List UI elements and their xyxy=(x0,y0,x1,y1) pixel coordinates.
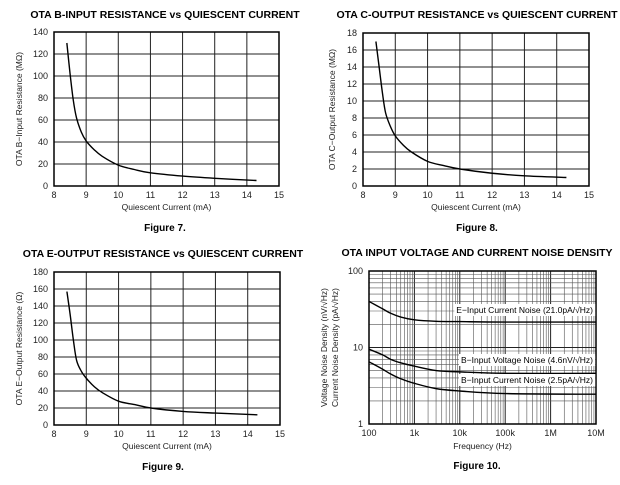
y-tick-label: 40 xyxy=(38,386,48,396)
chart-title: OTA B-INPUT RESISTANCE vs QUIESCENT CURR… xyxy=(30,9,300,21)
figure-caption: Figure 8. xyxy=(456,223,498,234)
y-tick-label: 100 xyxy=(348,266,363,276)
x-tick-label: 11 xyxy=(455,190,464,200)
x-tick-label: 9 xyxy=(84,429,89,439)
y-tick-label: 18 xyxy=(347,28,357,38)
y-tick-label: 10 xyxy=(347,96,357,106)
figure-caption: Figure 7. xyxy=(144,223,186,234)
figure-caption: Figure 9. xyxy=(142,462,184,473)
x-tick-label: 10 xyxy=(114,429,124,439)
y-tick-label: 10 xyxy=(353,343,363,353)
y-tick-label: 120 xyxy=(33,318,48,328)
x-tick-label: 11 xyxy=(146,190,155,200)
y-tick-label: 120 xyxy=(33,49,48,59)
y-axis-label: Voltage Noise Density (nV/√Hz) xyxy=(319,288,329,407)
x-tick-label: 1k xyxy=(410,428,420,438)
x-tick-label: 15 xyxy=(274,190,284,200)
x-tick-label: 12 xyxy=(178,429,188,439)
x-tick-label: 11 xyxy=(146,429,155,439)
x-tick-label: 100k xyxy=(495,428,515,438)
x-tick-label: 10 xyxy=(423,190,433,200)
x-tick-label: 100 xyxy=(361,428,376,438)
annotation-background xyxy=(459,374,596,386)
chart-title: OTA C-OUTPUT RESISTANCE vs QUIESCENT CUR… xyxy=(337,9,619,21)
x-tick-label: 13 xyxy=(210,190,220,200)
y-tick-label: 180 xyxy=(33,267,48,277)
y-tick-label: 16 xyxy=(347,45,357,55)
y-tick-label: 20 xyxy=(38,403,48,413)
x-tick-label: 8 xyxy=(51,190,56,200)
x-tick-label: 9 xyxy=(393,190,398,200)
y-tick-label: 80 xyxy=(38,93,48,103)
y-tick-label: 4 xyxy=(352,147,357,157)
plot-frame xyxy=(53,271,281,426)
x-tick-label: 14 xyxy=(243,429,253,439)
series-line xyxy=(66,291,258,416)
y-tick-label: 0 xyxy=(43,181,48,191)
series-line xyxy=(375,41,567,179)
x-tick-label: 10k xyxy=(453,428,468,438)
figure-caption: Figure 10. xyxy=(453,461,500,472)
series-annotation: B−Input Voltage Noise (4.6nV/√Hz) xyxy=(461,355,593,365)
y-axis-label: OTA E−Output Resistance (Ω) xyxy=(14,291,24,405)
y-tick-label: 0 xyxy=(43,420,48,430)
x-tick-label: 10M xyxy=(587,428,605,438)
plot-frame xyxy=(368,270,597,425)
chart-figure-10: OTA INPUT VOLTAGE AND CURRENT NOISE DENS… xyxy=(319,247,613,472)
y-tick-label: 140 xyxy=(33,27,48,37)
x-tick-label: 8 xyxy=(51,429,56,439)
y-tick-label: 14 xyxy=(347,62,357,72)
chart-figure-8: OTA C-OUTPUT RESISTANCE vs QUIESCENT CUR… xyxy=(327,9,618,234)
y-tick-label: 20 xyxy=(38,159,48,169)
annotation-background xyxy=(458,354,596,366)
x-tick-label: 15 xyxy=(584,190,594,200)
series-line xyxy=(368,300,597,323)
y-tick-label: 80 xyxy=(38,352,48,362)
chart-figure-7: OTA B-INPUT RESISTANCE vs QUIESCENT CURR… xyxy=(14,9,300,234)
chart-figure-9: OTA E-OUTPUT RESISTANCE vs QUIESCENT CUR… xyxy=(14,248,304,473)
x-tick-label: 15 xyxy=(275,429,285,439)
series-annotation: B−Input Current Noise (2.5pA/√Hz) xyxy=(461,375,593,385)
chart-title: OTA E-OUTPUT RESISTANCE vs QUIESCENT CUR… xyxy=(23,248,304,260)
x-tick-label: 8 xyxy=(360,190,365,200)
y-tick-label: 60 xyxy=(38,369,48,379)
x-tick-label: 12 xyxy=(487,190,497,200)
y-tick-label: 100 xyxy=(33,71,48,81)
y-tick-label: 2 xyxy=(352,164,357,174)
plot-frame xyxy=(362,32,590,187)
x-axis-label: Quiescent Current (mA) xyxy=(122,441,212,451)
y-axis-label: Current Noise Density (pA/√Hz) xyxy=(330,288,340,407)
x-tick-label: 14 xyxy=(552,190,562,200)
y-tick-label: 100 xyxy=(33,335,48,345)
y-tick-label: 140 xyxy=(33,301,48,311)
y-tick-label: 0 xyxy=(352,181,357,191)
y-tick-label: 1 xyxy=(358,419,363,429)
x-axis-label: Frequency (Hz) xyxy=(453,441,512,451)
series-line xyxy=(66,42,257,182)
series-line xyxy=(368,361,597,395)
x-tick-label: 14 xyxy=(242,190,252,200)
x-axis-label: Quiescent Current (mA) xyxy=(431,202,521,212)
x-axis-label: Quiescent Current (mA) xyxy=(122,202,212,212)
x-tick-label: 10 xyxy=(113,190,123,200)
y-tick-label: 160 xyxy=(33,284,48,294)
y-tick-label: 6 xyxy=(352,130,357,140)
y-tick-label: 12 xyxy=(347,79,357,89)
x-tick-label: 12 xyxy=(178,190,188,200)
series-annotation: E−Input Current Noise (21.0pA/√Hz) xyxy=(456,305,593,315)
x-tick-label: 1M xyxy=(544,428,557,438)
plot-frame xyxy=(53,31,280,187)
x-tick-label: 13 xyxy=(210,429,220,439)
series-line xyxy=(368,348,597,375)
x-tick-label: 9 xyxy=(84,190,89,200)
chart-title: OTA INPUT VOLTAGE AND CURRENT NOISE DENS… xyxy=(341,247,612,259)
y-tick-label: 60 xyxy=(38,115,48,125)
y-axis-label: OTA B−Input Resistance (MΩ) xyxy=(14,52,24,166)
y-tick-label: 8 xyxy=(352,113,357,123)
y-tick-label: 40 xyxy=(38,137,48,147)
annotation-background xyxy=(454,304,596,316)
y-axis-label: OTA C−Output Resistance (MΩ) xyxy=(327,49,337,170)
x-tick-label: 13 xyxy=(519,190,529,200)
